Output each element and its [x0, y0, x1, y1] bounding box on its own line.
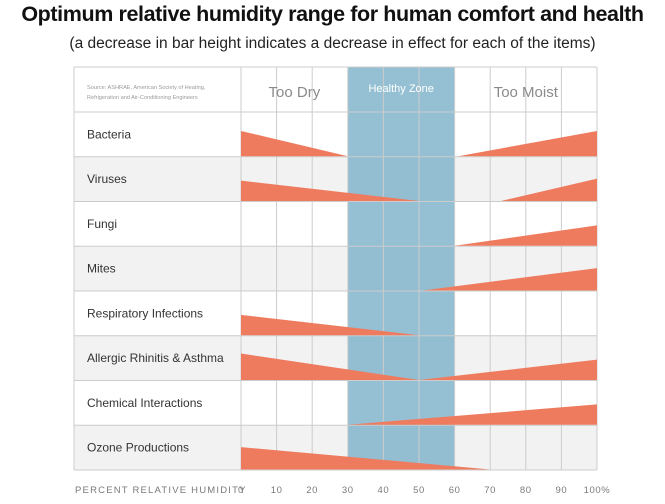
- healthy-zone-band: [347, 67, 455, 470]
- row-label: Respiratory Infections: [87, 306, 203, 320]
- page-subtitle: (a decrease in bar height indicates a de…: [69, 35, 596, 52]
- effect-bars: [241, 130, 597, 470]
- bar-moist-6: [347, 404, 597, 425]
- row-label: Fungi: [87, 217, 117, 231]
- x-tick-label: 30: [342, 485, 354, 496]
- x-tick-label: 10: [271, 485, 283, 496]
- bar-dry-7: [241, 447, 491, 470]
- zone-label-too-dry: Too Dry: [269, 84, 321, 101]
- row-label: Viruses: [87, 172, 127, 186]
- row-label: Ozone Productions: [87, 441, 189, 455]
- bar-moist-5: [419, 359, 597, 380]
- bar-dry-4: [241, 314, 419, 336]
- zone-label-healthy: Healthy Zone: [368, 83, 433, 95]
- bar-dry-0: [241, 130, 348, 157]
- header-row: [74, 67, 597, 112]
- x-tick-label: 70: [484, 485, 496, 496]
- x-tick-label: 40: [378, 485, 390, 496]
- source-line-1: Source: ASHRAE, American Society of Heat…: [87, 85, 206, 91]
- page-title: Optimum relative humidity range for huma…: [21, 2, 644, 26]
- bar-moist-2: [454, 225, 597, 246]
- bar-moist-1: [500, 178, 597, 201]
- bar-moist-0: [458, 130, 597, 157]
- x-tick-label: 20: [306, 485, 318, 496]
- bar-moist-3: [422, 268, 597, 291]
- x-tick-label: 50: [413, 485, 425, 496]
- row-label: Mites: [87, 262, 116, 276]
- x-tick-label: 100%: [584, 485, 611, 496]
- source-line-2: Refrigeration and Air-Conditioning Engin…: [87, 95, 198, 101]
- row-label: Allergic Rhinitis & Asthma: [87, 351, 224, 365]
- x-tick-label: 0: [238, 485, 244, 496]
- x-axis-label: PERCENT RELATIVE HUMIDITY: [75, 485, 247, 496]
- x-tick-label: 60: [449, 485, 461, 496]
- bar-dry-1: [241, 180, 419, 201]
- x-tick-labels: 0 10 20 30 40 50 60 70 80 90 100%: [238, 485, 610, 496]
- zone-label-too-moist: Too Moist: [494, 84, 559, 101]
- bar-dry-5: [241, 353, 419, 380]
- grid-lines: [73, 66, 598, 471]
- row-labels: Bacteria Viruses Fungi Mites Respiratory Inf…: [87, 127, 224, 454]
- x-tick-label: 90: [556, 485, 568, 496]
- x-tick-label: 80: [520, 485, 532, 496]
- row-label: Chemical Interactions: [87, 396, 202, 410]
- row-label: Bacteria: [87, 127, 131, 141]
